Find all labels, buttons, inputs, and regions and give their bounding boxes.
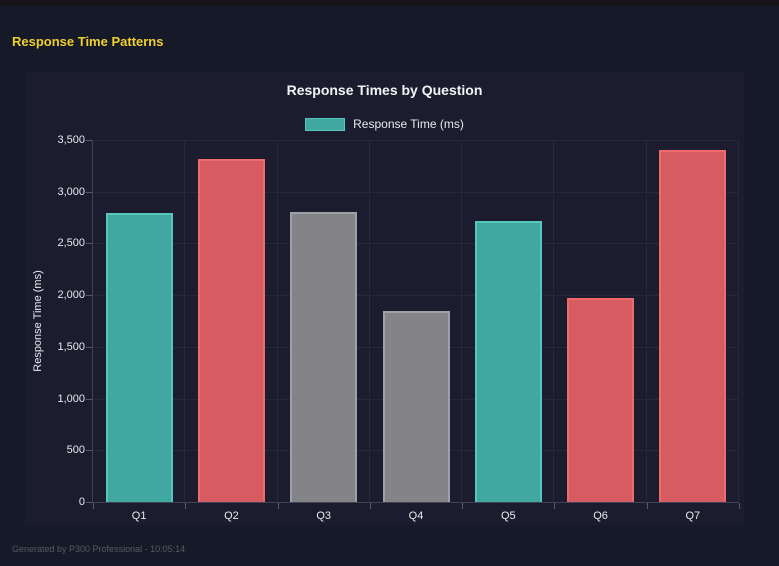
y-tick-mark	[86, 502, 92, 503]
v-gridline	[276, 140, 278, 502]
y-tick-label: 1,500	[57, 340, 85, 353]
x-axis-label: Q2	[224, 510, 239, 522]
x-tick-mark	[739, 503, 740, 509]
y-tick-label: 3,500	[57, 134, 85, 146]
h-gridline	[93, 295, 739, 297]
x-tick-mark	[277, 503, 279, 509]
y-axis-title: Response Time (ms)	[32, 270, 44, 372]
x-tick-mark	[646, 503, 648, 509]
bar-q5[interactable]	[474, 220, 542, 502]
x-axis-label: Q3	[316, 510, 332, 522]
legend-swatch	[305, 117, 346, 131]
bar-q4[interactable]	[382, 310, 450, 502]
x-tick-mark	[369, 503, 371, 509]
x-axis-label: Q4	[408, 510, 424, 522]
x-axis-label: Q6	[593, 510, 608, 522]
x-axis-label: Q5	[500, 510, 516, 522]
y-tick-mark	[86, 191, 92, 193]
y-tick-label: 2,000	[57, 289, 85, 302]
y-tick-mark	[86, 140, 92, 141]
footer-text: Generated by P300 Professional - 10:05:1…	[12, 544, 186, 554]
x-tick-mark	[93, 503, 94, 509]
h-gridline	[93, 140, 739, 141]
v-gridline	[553, 140, 555, 502]
y-tick-mark	[86, 295, 92, 297]
v-gridline	[645, 140, 647, 502]
bar-q3[interactable]	[290, 212, 358, 502]
bar-q1[interactable]	[105, 213, 173, 502]
y-tick-label: 0	[78, 496, 85, 508]
x-tick-mark	[554, 503, 556, 509]
chart-title: Response Times by Question	[286, 82, 483, 98]
y-tick-mark	[86, 398, 92, 400]
bar-q7[interactable]	[659, 150, 727, 502]
v-gridline	[368, 140, 370, 502]
plot-area: 0 500 1,000 1,500 2,000 2,500 3,000 3,500 Q1 Q2 Q3…	[57, 134, 740, 522]
v-gridline	[461, 140, 463, 502]
y-tick-label: 1,000	[57, 392, 85, 405]
chart-panel: Response Times by Question Response Time…	[25, 72, 744, 525]
legend-label: Response Time (ms)	[353, 117, 464, 131]
y-tick-mark	[86, 243, 92, 245]
y-tick-label: 2,500	[57, 237, 85, 250]
bar-q2[interactable]	[197, 158, 265, 502]
page-title: Response Time Patterns	[12, 34, 164, 49]
chart-legend-item[interactable]: Response Time (ms)	[25, 116, 744, 132]
x-tick-mark	[185, 503, 187, 509]
x-axis-label: Q7	[685, 510, 701, 522]
h-gridline	[93, 191, 739, 193]
x-tick-mark	[462, 503, 464, 509]
v-gridline	[184, 140, 186, 502]
top-strip	[0, 0, 779, 6]
y-tick-label: 500	[66, 444, 85, 457]
bar-q6[interactable]	[567, 298, 635, 502]
h-gridline	[93, 243, 739, 245]
y-tick-mark	[86, 450, 92, 452]
y-tick-label: 3,000	[57, 185, 85, 198]
y-tick-mark	[86, 346, 92, 348]
v-gridline	[738, 140, 739, 502]
x-axis-label: Q1	[131, 510, 147, 522]
